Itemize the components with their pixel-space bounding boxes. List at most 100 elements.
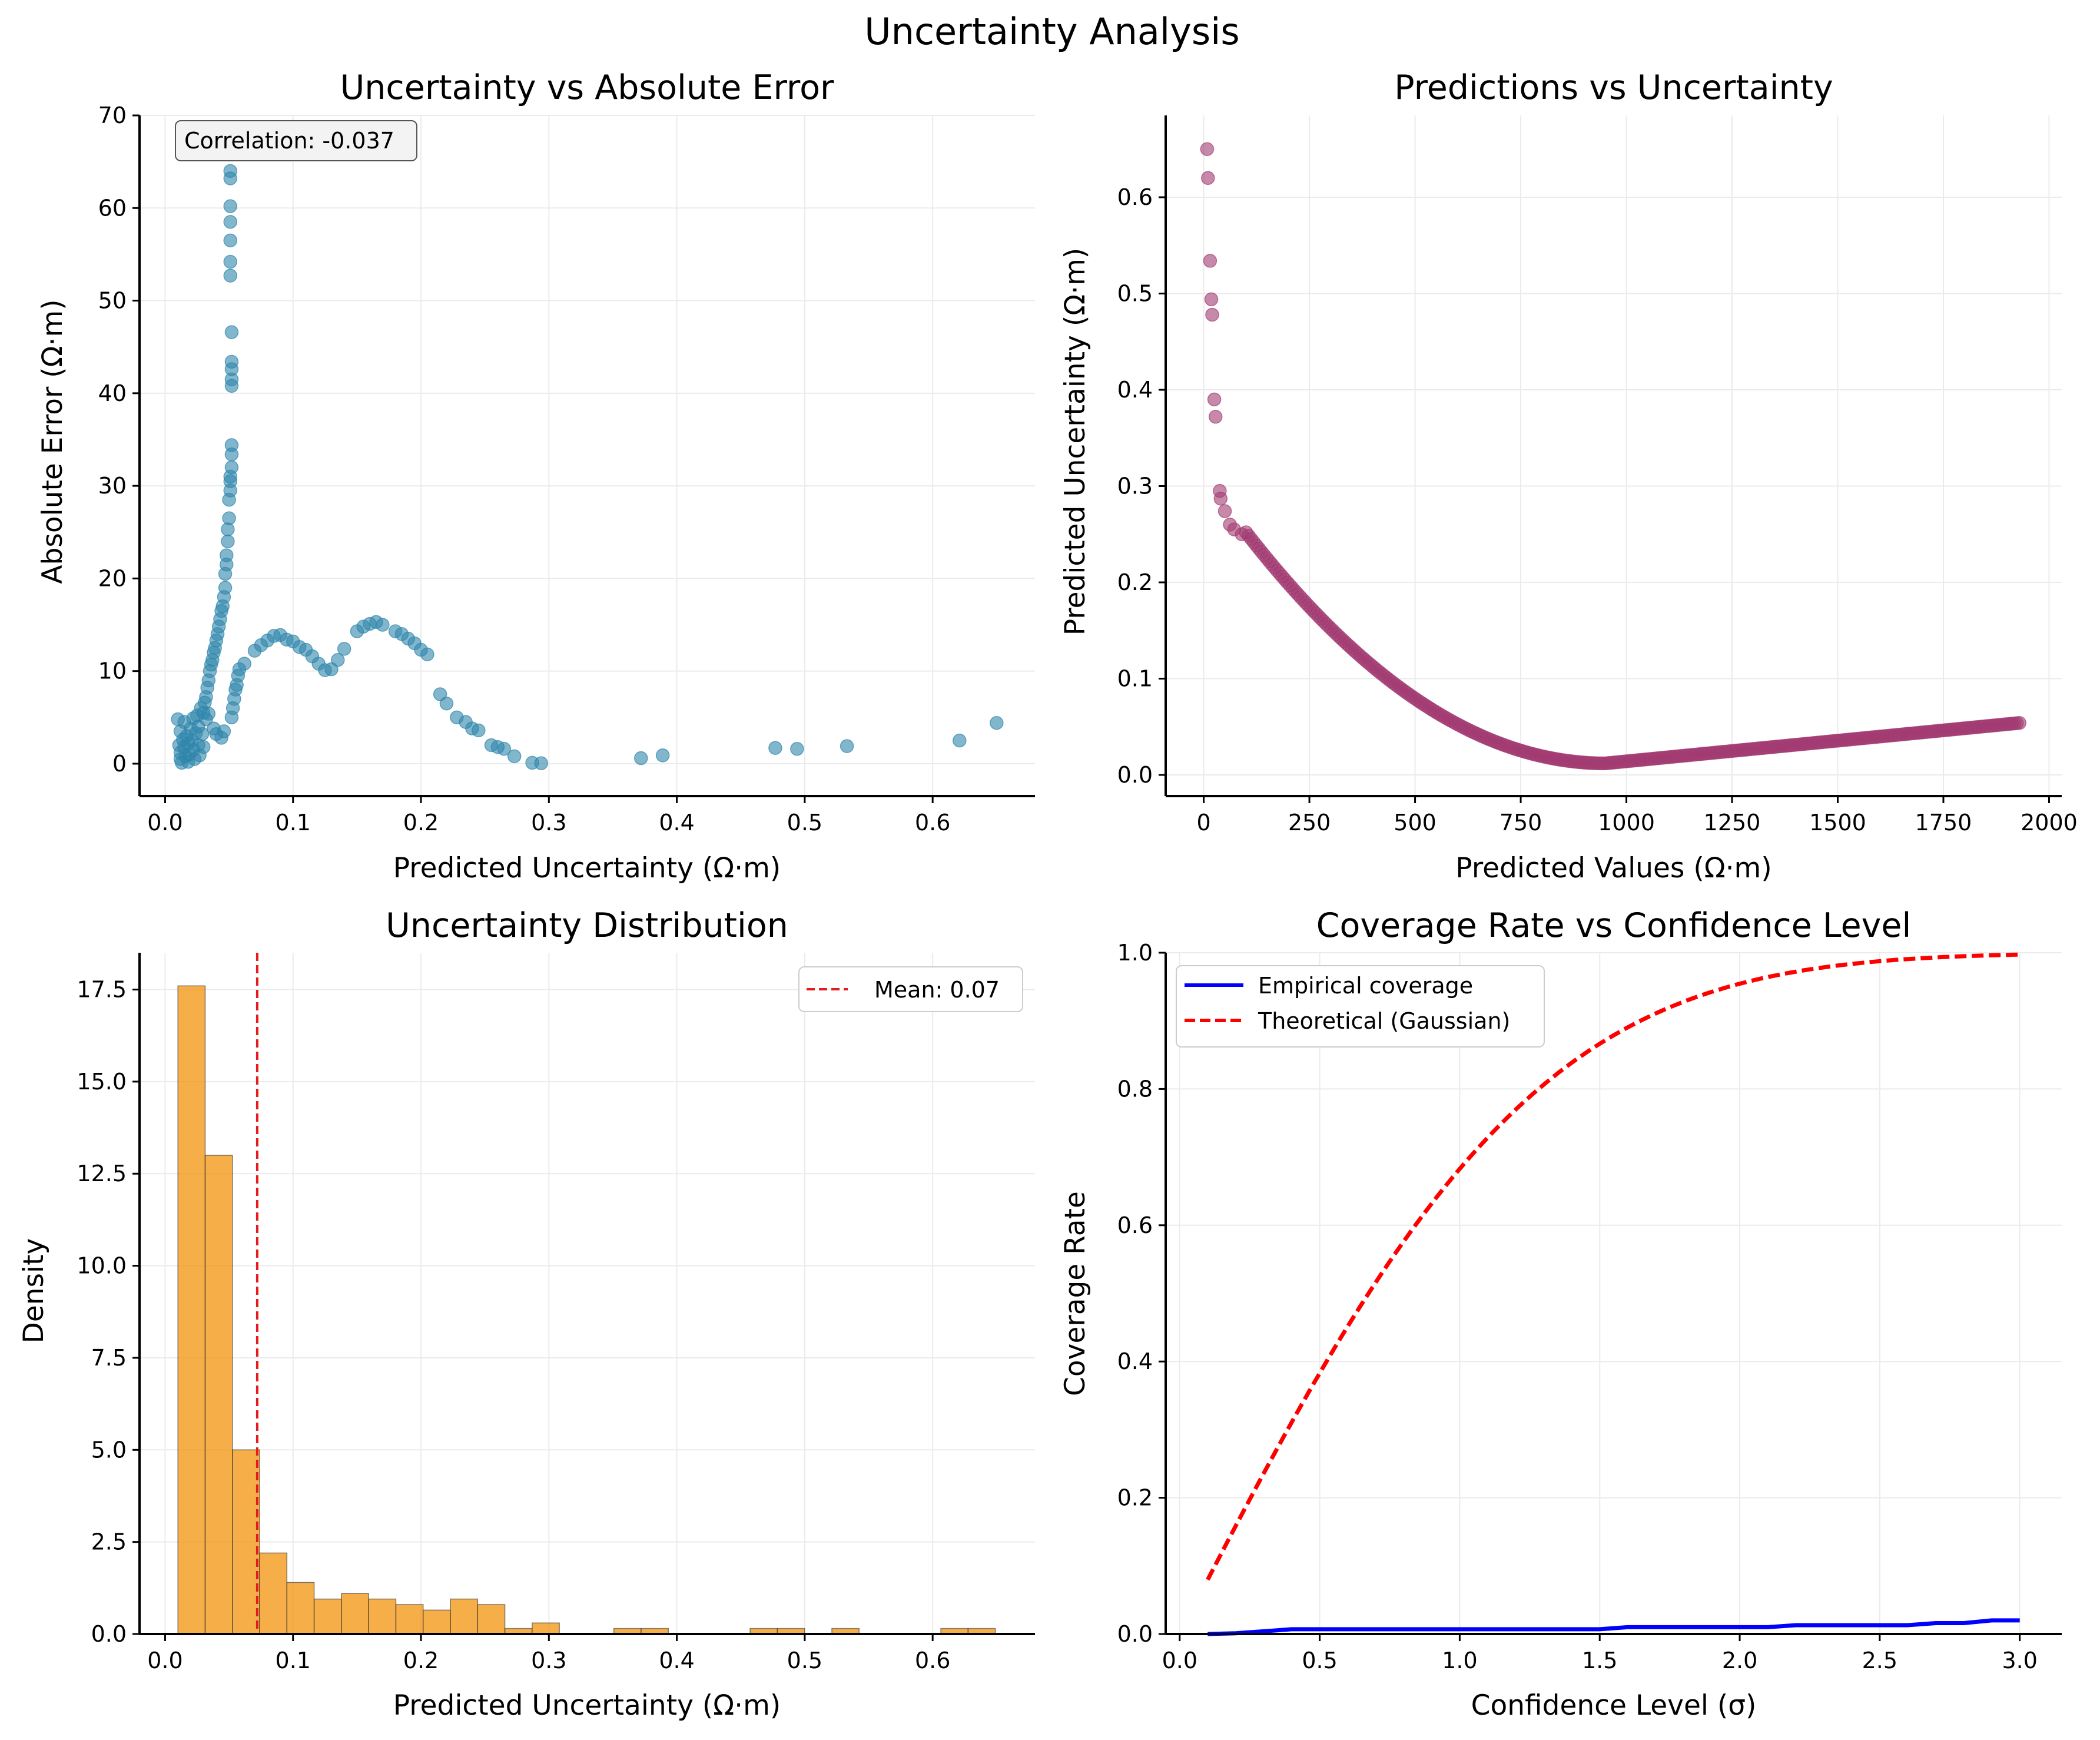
- x-tick-label: 0.3: [531, 810, 566, 836]
- y-tick-label: 40: [98, 380, 127, 406]
- panel-title: Uncertainty vs Absolute Error: [340, 68, 834, 107]
- scatter-point: [790, 742, 804, 756]
- y-tick-label: 10: [98, 658, 127, 684]
- scatter-point: [376, 618, 390, 632]
- y-tick-label: 5.0: [91, 1437, 127, 1463]
- x-tick-label: 500: [1394, 810, 1437, 836]
- scatter-point: [1200, 142, 1215, 156]
- y-tick-label: 0.0: [1117, 1621, 1153, 1647]
- histogram-bar: [204, 1155, 233, 1635]
- x-tick-label: 0.4: [659, 1648, 694, 1673]
- x-tick-label: 3.0: [2002, 1648, 2037, 1673]
- theoretical-coverage-line: [1206, 952, 2020, 1581]
- scatter-point: [224, 460, 239, 475]
- legend-label-theoretical: Theoretical (Gaussian): [1258, 1008, 1510, 1034]
- histogram-bar: [532, 1622, 560, 1635]
- figure-title: Uncertainty Analysis: [864, 10, 1239, 53]
- scatter-point: [223, 254, 238, 269]
- x-tick-label: 0: [1197, 810, 1211, 836]
- annotation-text: Correlation: -0.037: [184, 128, 394, 154]
- correlation-annotation: Correlation: -0.037: [175, 120, 417, 161]
- y-tick-label: 0.1: [1117, 666, 1153, 692]
- x-tick-label: 0.5: [1302, 1648, 1337, 1673]
- panel-uncertainty-distribution: 0.0 0.1 0.2 0.3 0.4 0.5 0.6 0.0 2.5 5.0 7.5 10.0 12.…: [18, 906, 1035, 1722]
- scatter-point: [1203, 254, 1217, 268]
- scatter-point: [196, 740, 211, 754]
- scatter-point: [223, 215, 238, 229]
- scatter-point: [1201, 171, 1215, 185]
- x-tick-label: 2.5: [1862, 1648, 1897, 1673]
- scatter-point: [220, 548, 234, 562]
- histogram-bar: [231, 1449, 260, 1635]
- scatter-point: [634, 751, 648, 765]
- histogram-bar: [259, 1552, 288, 1635]
- y-tick-label: 0.2: [1117, 1485, 1153, 1511]
- panel-coverage-rate: 0.0 0.5 1.0 1.5 2.0 2.5 3.00.00.20.40.60.81.0 …: [1059, 906, 2062, 1722]
- y-tick-label: 15.0: [77, 1069, 127, 1095]
- y-tick-label: 0.2: [1117, 569, 1153, 595]
- scatter-point: [1208, 410, 1223, 424]
- x-tick-label: 0.4: [659, 810, 694, 836]
- scatter-point: [1213, 492, 1228, 506]
- scatter-point: [655, 748, 670, 763]
- y-tick-label: 2.5: [91, 1529, 127, 1555]
- x-tick-label: 0.2: [403, 1648, 439, 1673]
- histogram-bar: [450, 1598, 479, 1635]
- scatter-point: [223, 164, 238, 178]
- scatter-point: [507, 749, 522, 764]
- y-tick-label: 17.5: [77, 977, 127, 1003]
- scatter-point: [1207, 392, 1222, 407]
- y-tick-label: 0.3: [1117, 473, 1153, 499]
- scatter-point: [217, 724, 231, 738]
- x-tick-label: 2000: [2021, 810, 2078, 836]
- scatter-point: [224, 325, 239, 339]
- panel-uncertainty-vs-error: 0.0 0.1 0.2 0.3 0.4 0.5 0.6 0 10 20 30 40 50 60 70 Unc…: [37, 68, 1035, 884]
- histogram-bar: [177, 985, 206, 1635]
- histogram-bar: [286, 1582, 315, 1635]
- panel-title: Uncertainty Distribution: [386, 906, 788, 945]
- x-tick-label: 0.3: [531, 1648, 566, 1673]
- x-tick-label: 0.0: [1162, 1648, 1197, 1673]
- y-axis-label: Absolute Error (Ω·m): [37, 299, 69, 584]
- x-tick-label: 0.5: [787, 810, 822, 836]
- scatter-point: [237, 657, 251, 671]
- x-tick-label: 0.1: [276, 1648, 311, 1673]
- x-tick-label: 0.5: [787, 1648, 822, 1673]
- x-axis-label: Confidence Level (σ): [1471, 1689, 1757, 1722]
- y-tick-label: 0: [112, 751, 127, 777]
- scatter-point: [1204, 292, 1219, 307]
- scatter-point: [953, 733, 967, 748]
- scatter-point: [439, 696, 454, 711]
- x-tick-label: 1500: [1809, 810, 1866, 836]
- scatter-point: [2012, 715, 2026, 730]
- scatter-point: [990, 715, 1004, 730]
- y-axis-label: Density: [18, 1238, 50, 1344]
- scatter-point: [218, 581, 233, 595]
- histogram-bar: [395, 1604, 424, 1635]
- x-tick-label: 1.5: [1582, 1648, 1617, 1673]
- y-tick-label: 50: [98, 288, 127, 314]
- scatter-point: [221, 534, 235, 549]
- x-tick-label: 0.0: [147, 1648, 183, 1673]
- x-tick-label: 2.0: [1722, 1648, 1757, 1673]
- scatter-point: [472, 723, 486, 738]
- legend: Mean: 0.07: [798, 966, 1023, 1012]
- y-tick-label: 7.5: [91, 1345, 127, 1371]
- empirical-coverage-line: [1207, 1618, 2020, 1636]
- annotation-box: [175, 120, 417, 161]
- scatter-point: [497, 742, 512, 756]
- histogram-bar: [477, 1604, 506, 1635]
- x-tick-label: 1250: [1704, 810, 1761, 836]
- x-axis-label: Predicted Uncertainty (Ω·m): [393, 1689, 781, 1722]
- panel-title: Coverage Rate vs Confidence Level: [1316, 906, 1912, 945]
- legend-box: [1176, 965, 1545, 1048]
- x-tick-label: 750: [1499, 810, 1542, 836]
- legend-label-mean: Mean: 0.07: [874, 977, 1000, 1003]
- scatter-point: [223, 269, 238, 283]
- scatter-point: [840, 739, 854, 753]
- scatter-point: [223, 199, 238, 213]
- histogram-bar: [368, 1598, 397, 1635]
- x-tick-label: 0.2: [403, 810, 439, 836]
- y-tick-label: 60: [98, 195, 127, 221]
